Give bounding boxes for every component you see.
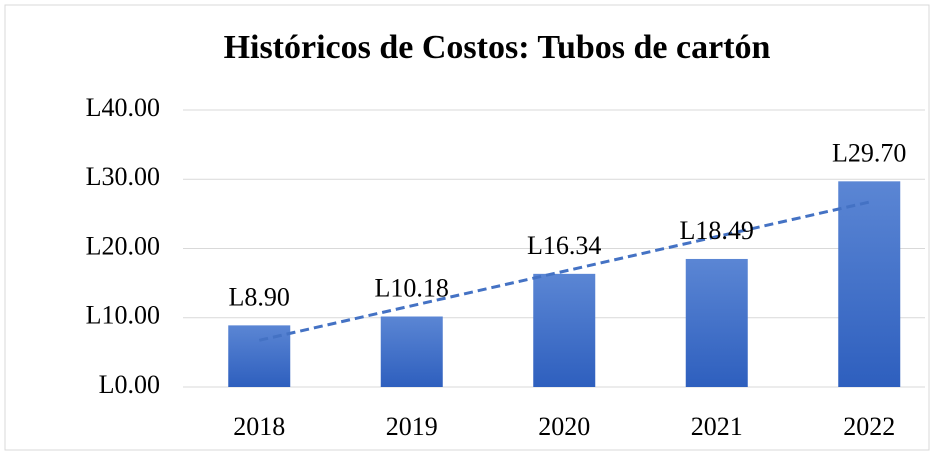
y-tick-label: L40.00 bbox=[86, 93, 160, 122]
trendline bbox=[258, 200, 870, 342]
x-tick-label: 2021 bbox=[691, 412, 743, 441]
x-tick-label: 2020 bbox=[538, 412, 590, 441]
bar bbox=[533, 273, 596, 387]
chart-border bbox=[4, 4, 930, 451]
y-tick-label: L20.00 bbox=[86, 231, 160, 260]
data-label: L29.70 bbox=[832, 138, 906, 167]
bar bbox=[838, 181, 901, 387]
data-label: L10.18 bbox=[375, 273, 449, 302]
chart-title: Históricos de Costos: Tubos de cartón bbox=[224, 29, 771, 66]
x-tick-label: 2019 bbox=[386, 412, 438, 441]
bar bbox=[685, 258, 748, 387]
data-label: L18.49 bbox=[680, 216, 754, 245]
x-tick-label: 2022 bbox=[843, 412, 895, 441]
y-tick-label: L0.00 bbox=[99, 370, 160, 399]
y-tick-label: L30.00 bbox=[86, 162, 160, 191]
y-tick-label: L10.00 bbox=[86, 301, 160, 330]
bar bbox=[380, 316, 443, 387]
x-tick-label: 2018 bbox=[233, 412, 285, 441]
data-label: L8.90 bbox=[229, 282, 290, 311]
data-label: L16.34 bbox=[527, 231, 601, 260]
